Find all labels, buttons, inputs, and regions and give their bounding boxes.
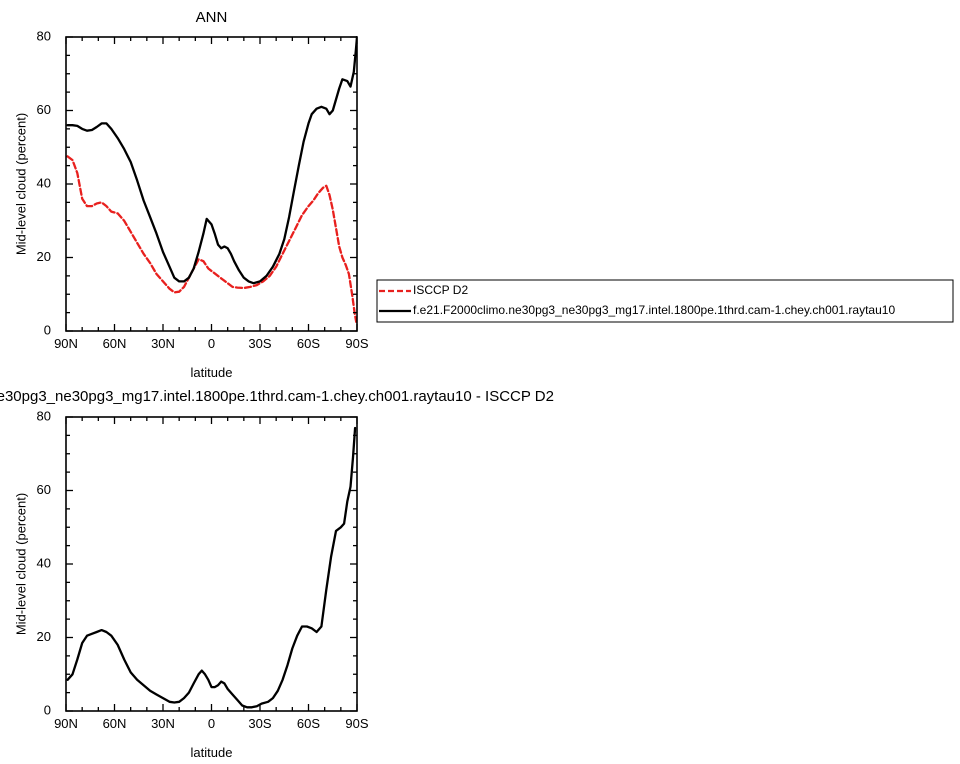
y-tick-label: 40 — [37, 555, 51, 570]
y-tick-label: 60 — [37, 102, 51, 117]
panel-title: ANN — [196, 9, 228, 26]
x-tick-label: 30N — [151, 716, 175, 731]
y-axis-title: Mid-level cloud (percent) — [13, 113, 28, 255]
x-tick-label: 90N — [54, 716, 78, 731]
y-tick-label: 80 — [37, 408, 51, 423]
y-tick-label: 20 — [37, 249, 51, 264]
y-axis-title: Mid-level cloud (percent) — [13, 493, 28, 635]
x-tick-label: 90S — [345, 336, 368, 351]
x-tick-label: 60N — [103, 716, 127, 731]
y-tick-label: 20 — [37, 629, 51, 644]
x-tick-label: 30S — [248, 336, 271, 351]
y-tick-label: 40 — [37, 175, 51, 190]
x-tick-label: 30S — [248, 716, 271, 731]
x-tick-label: 30N — [151, 336, 175, 351]
x-tick-label: 60S — [297, 336, 320, 351]
x-tick-label: 60S — [297, 716, 320, 731]
x-tick-label: 60N — [103, 336, 127, 351]
legend-label-1: ISCCP D2 — [413, 283, 468, 297]
x-axis-title: latitude — [191, 745, 233, 760]
series-line-1 — [66, 155, 357, 323]
y-tick-label: 60 — [37, 482, 51, 497]
legend: ISCCP D2 f.e21.F2000climo.ne30pg3_ne30pg3… — [376, 279, 954, 323]
y-tick-label: 0 — [44, 702, 51, 717]
x-axis-title: latitude — [191, 365, 233, 380]
x-tick-label: 90S — [345, 716, 368, 731]
panel-title: f.e21.F2000climo.ne30pg3_ne30pg3_mg17.in… — [0, 388, 554, 405]
y-tick-label: 80 — [37, 28, 51, 43]
legend-label-2: f.e21.F2000climo.ne30pg3_ne30pg3_mg17.in… — [413, 303, 895, 317]
x-tick-label: 0 — [208, 336, 215, 351]
x-tick-label: 0 — [208, 716, 215, 731]
panel-2: f.e21.F2000climo.ne30pg3_ne30pg3_mg17.in… — [0, 388, 554, 760]
series-line-1 — [66, 426, 357, 709]
y-tick-label: 0 — [44, 322, 51, 337]
panel-1: ANN 90N 60N 30N 0 30S 60S 90S 0 20 40 60 80 latitude M… — [13, 9, 368, 380]
plot-frame — [65, 416, 358, 712]
x-tick-label: 90N — [54, 336, 78, 351]
series-line-2 — [66, 36, 357, 285]
series-group — [66, 36, 357, 323]
legend-box — [376, 279, 954, 323]
series-group — [66, 426, 357, 709]
plot-frame — [65, 36, 358, 332]
